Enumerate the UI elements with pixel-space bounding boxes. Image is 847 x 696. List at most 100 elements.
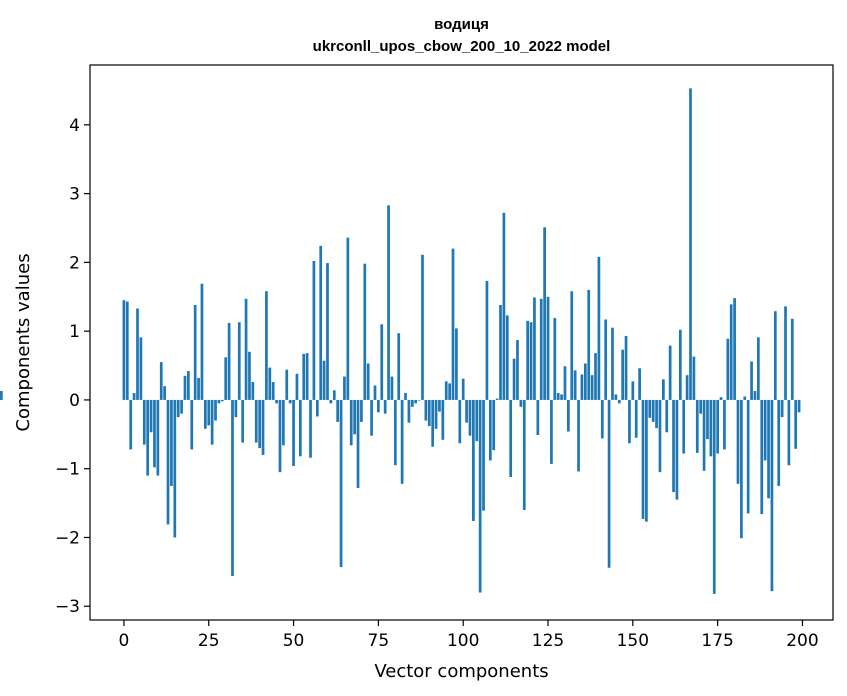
y-tick-label--1: −1 [55, 460, 80, 480]
y-axis-label: Components values [13, 253, 34, 431]
bar-191 [770, 399, 774, 592]
bar-95 [444, 381, 448, 400]
bar-99 [458, 399, 462, 444]
bar-23 [200, 283, 204, 400]
bar-139 [594, 353, 597, 400]
x-axis-label: Vector components [374, 661, 548, 682]
bar-44 [271, 382, 275, 400]
bar-117 [519, 399, 523, 407]
bar-180 [733, 298, 736, 400]
bar-48 [285, 369, 289, 400]
bar-182 [740, 399, 743, 539]
bar-143 [607, 399, 611, 568]
bar-71 [363, 263, 367, 400]
bar-79 [390, 376, 394, 400]
bar-52 [298, 399, 302, 457]
x-tick-label-125: 125 [532, 631, 564, 651]
bar-68 [353, 399, 356, 435]
bar-119 [526, 320, 530, 400]
bar-114 [509, 399, 513, 477]
y-tick-label-1: 1 [69, 322, 80, 342]
bar-10 [156, 399, 160, 476]
x-tick-label-0: 0 [119, 631, 130, 651]
bar-53 [302, 353, 306, 400]
bar-177 [723, 399, 726, 450]
bar-125 [546, 296, 550, 400]
bar-13 [166, 399, 170, 525]
bar-161 [668, 345, 672, 400]
bar-111 [499, 305, 502, 400]
y-tick-label-4: 4 [69, 116, 80, 136]
bar-9 [153, 399, 156, 468]
bar-105 [478, 399, 482, 593]
bar-123 [539, 298, 543, 400]
bar-108 [488, 399, 492, 461]
bar-63 [336, 399, 340, 422]
bar-98 [455, 328, 458, 400]
bar-37 [248, 351, 251, 400]
bar-43 [268, 367, 272, 400]
bar-150 [631, 381, 635, 400]
bar-146 [617, 399, 621, 404]
bar-82 [400, 399, 404, 484]
x-tick-label-50: 50 [283, 631, 305, 651]
bar-75 [377, 399, 380, 413]
y-tick-label-3: 3 [69, 185, 80, 205]
bar-158 [658, 399, 662, 473]
bar-112 [502, 212, 506, 400]
bar-140 [597, 256, 601, 400]
bar-160 [665, 399, 669, 433]
bar-101 [465, 399, 468, 423]
bar-0 [122, 300, 126, 400]
bar-47 [282, 399, 285, 446]
bar-26 [210, 399, 214, 445]
bar-30 [224, 357, 228, 400]
bar-129 [560, 394, 563, 400]
bar-109 [492, 399, 496, 451]
bar-195 [784, 306, 787, 400]
bar-193 [777, 399, 781, 486]
bar-88 [421, 254, 424, 400]
bar-74 [373, 385, 377, 400]
bar-93 [438, 399, 441, 412]
bar-165 [682, 399, 686, 454]
bar-69 [356, 399, 360, 488]
bar-185 [750, 361, 753, 400]
bar-162 [672, 399, 675, 493]
bar-24 [203, 399, 207, 429]
bar-2 [129, 399, 133, 450]
bar-187 [757, 337, 760, 400]
bar-25 [207, 399, 211, 426]
bar-11 [159, 362, 163, 400]
bar-91 [431, 399, 435, 447]
bar-190 [767, 399, 770, 499]
bar-121 [533, 297, 536, 400]
bar-87 [417, 399, 421, 401]
bar-184 [746, 399, 750, 514]
x-axis-ticks: 0 25 50 75 100 125 150 175 200 [119, 620, 819, 651]
bar-172 [706, 399, 709, 440]
bar-50 [292, 399, 295, 466]
bar-100 [461, 378, 465, 400]
bar-154 [645, 399, 648, 522]
bar-175 [716, 399, 719, 454]
bar-38 [251, 382, 255, 400]
bar-60 [326, 263, 329, 400]
bar-169 [695, 399, 699, 453]
bar-1 [125, 301, 129, 400]
bar-45 [275, 399, 278, 404]
bar-80 [393, 399, 397, 466]
bar-17 [180, 399, 183, 414]
bar-127 [553, 318, 557, 400]
bar-4 [136, 308, 139, 400]
bar-131 [567, 399, 570, 432]
bar-153 [641, 399, 645, 519]
bar-54 [305, 353, 309, 400]
bar-56 [312, 261, 316, 400]
bar-171 [702, 399, 706, 471]
bar-141 [600, 399, 604, 439]
y-axis-ticks: −3 −2 −1 0 1 2 3 4 [55, 116, 90, 617]
bar-115 [512, 358, 516, 400]
bar-142 [604, 319, 608, 400]
